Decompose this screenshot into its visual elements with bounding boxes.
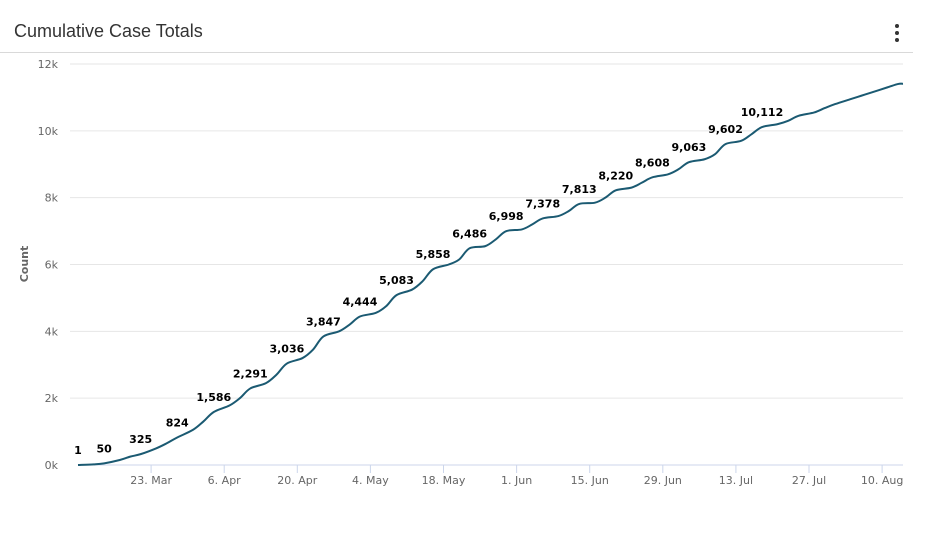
- data-label: 4,444: [343, 295, 378, 308]
- data-label: 3,036: [269, 343, 304, 356]
- x-tick-label: 13. Jul: [719, 474, 753, 487]
- data-label: 7,378: [525, 197, 560, 210]
- y-tick-label: 8k: [45, 192, 59, 205]
- y-tick-label: 0k: [45, 459, 59, 472]
- series-layer: [77, 82, 904, 466]
- x-tick-label: 15. Jun: [571, 474, 609, 487]
- ellipsis-dot-bottom: [895, 38, 899, 42]
- data-label: 10,112: [741, 106, 783, 119]
- card-header: Cumulative Case Totals: [0, 0, 913, 53]
- data-label: 9,602: [708, 123, 743, 136]
- data-label: 1: [74, 444, 82, 457]
- data-label: 1,586: [196, 391, 231, 404]
- grid-lines: [70, 63, 903, 399]
- x-tick-label: 18. May: [422, 474, 466, 487]
- data-label: 50: [96, 442, 112, 455]
- y-tick-label: 2k: [45, 392, 59, 405]
- x-tick-label: 29. Jun: [644, 474, 682, 487]
- x-tick-label: 20. Apr: [277, 474, 317, 487]
- data-label: 325: [129, 433, 152, 446]
- x-axis: 23. Mar 6. Apr 20. Apr 4. May 18. May 1. Jun 1…: [78, 464, 903, 487]
- vertical-ellipsis-icon[interactable]: [885, 20, 909, 46]
- data-label: 824: [166, 416, 189, 429]
- data-label: 5,858: [416, 248, 451, 261]
- y-tick-label: 12k: [38, 58, 59, 71]
- y-tick-label: 4k: [45, 325, 59, 338]
- data-label: 9,063: [672, 141, 707, 154]
- series-line[interactable]: [77, 82, 904, 466]
- y-tick-label: 6k: [45, 259, 59, 272]
- data-label: 3,847: [306, 315, 341, 328]
- data-label: 2,291: [233, 367, 268, 380]
- y-tick-label: 10k: [38, 125, 59, 138]
- data-label: 6,486: [452, 227, 487, 240]
- ellipsis-dot-middle: [895, 31, 899, 35]
- y-axis-ticks: 0k 2k 4k 6k 8k 10k 12k: [38, 58, 59, 472]
- data-label: 8,220: [598, 169, 633, 182]
- x-tick-label: 1. Jun: [501, 474, 532, 487]
- chart-title: Cumulative Case Totals: [14, 21, 203, 41]
- x-tick-label: 6. Apr: [208, 474, 241, 487]
- x-tick-label: 4. May: [352, 474, 389, 487]
- y-axis-title: Count: [18, 246, 31, 283]
- data-label: 8,608: [635, 156, 670, 169]
- x-tick-label: 10. Aug: [861, 474, 903, 487]
- x-tick-label: 27. Jul: [792, 474, 826, 487]
- data-label: 6,998: [489, 210, 524, 223]
- ellipsis-dot-top: [895, 24, 899, 28]
- data-label: 7,813: [562, 183, 597, 196]
- x-tick-label: 23. Mar: [130, 474, 172, 487]
- data-label: 5,083: [379, 274, 414, 287]
